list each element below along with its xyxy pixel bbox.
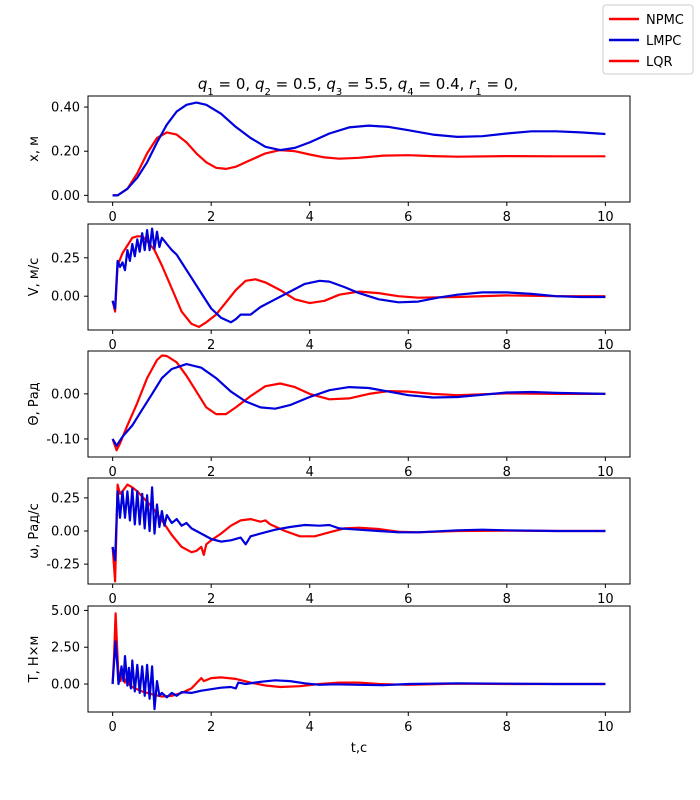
series-line-blue [111,640,606,711]
y-tick-label: -0.25 [46,558,80,573]
x-tick-label: 6 [404,465,412,480]
chart-title: q1 = 0, q2 = 0.5, q3 = 5.5, q4 = 0.4, r1… [198,75,518,98]
y-tick-label: -0.10 [46,432,80,447]
x-tick-label: 10 [597,210,614,225]
x-tick-label: 4 [306,465,314,480]
x-tick-label: 8 [503,592,511,607]
series-line-blue [112,101,606,197]
x-tick-label: 4 [306,592,314,607]
x-tick-label: 10 [597,592,614,607]
title-segment: = 0.4, [414,75,470,93]
title-segment: 4 [407,87,413,98]
title-segment: = 0, [214,75,255,93]
series-line-blue [111,363,606,447]
x-tick-label: 6 [404,720,412,735]
axes-frame [87,223,631,331]
x-tick-label: 2 [207,338,215,353]
legend: NPMC LMPC LQR [602,4,694,75]
x-tick-label: 0 [108,338,116,353]
title-segment: 3 [336,87,342,98]
y-axis-label: T, Н×м [27,636,42,684]
y-tick-label: 0.40 [51,101,80,116]
y-tick-label: 0.25 [51,251,80,266]
title-segment: = 0, [482,75,518,93]
legend-label: LQR [646,55,673,70]
x-tick-label: 0 [108,592,116,607]
title-segment: r [469,75,476,93]
x-axis-label: t,c [351,741,367,756]
x-tick-label: 8 [503,465,511,480]
x-tick-label: 2 [207,465,215,480]
y-axis-label: x, м [27,136,42,162]
axes-frame [87,605,631,713]
x-tick-label: 0 [108,465,116,480]
y-axis-label: Θ, Рад [27,382,42,425]
x-tick-label: 4 [306,338,314,353]
x-tick-label: 6 [404,210,412,225]
series-line-blue [111,486,606,562]
series-line-red [112,131,606,197]
x-tick-label: 4 [306,210,314,225]
y-axis-label: ω, Рад/с [27,503,42,558]
axes-frame [87,95,631,203]
x-tick-label: 4 [306,720,314,735]
title-segment: 1 [207,87,213,98]
title-segment: q [198,75,208,93]
title-segment: = 0.5, [271,75,327,93]
y-tick-label: 0.00 [51,189,80,204]
x-tick-label: 0 [108,210,116,225]
subplot-1: 0 2 4 6 8 10 0.00 0.20 0.40 x, м [27,95,631,225]
legend-label: LMPC [646,34,681,49]
x-tick-label: 2 [207,592,215,607]
series-line-blue [111,227,606,324]
x-tick-label: 8 [503,720,511,735]
subplot-4: 0 2 4 6 8 10 0.25 0.00 -0.25 ω, Рад/с [27,477,631,607]
subplot-2: 0 2 4 6 8 10 0.00 0.25 V, м/с [27,223,631,353]
title-segment: 1 [475,87,481,98]
title-segment: q [398,75,408,93]
x-tick-label: 6 [404,592,412,607]
x-tick-label: 8 [503,338,511,353]
x-tick-label: 2 [207,210,215,225]
title-segment: q [255,75,265,93]
x-tick-label: 6 [404,338,412,353]
y-tick-label: 2.50 [51,641,80,656]
series-line-red [111,235,606,328]
y-tick-label: 0.25 [51,491,80,506]
title-segment: q [326,75,336,93]
x-tick-label: 10 [597,720,614,735]
axes-frame [87,350,631,458]
series-line-red [111,483,606,583]
x-tick-label: 8 [503,210,511,225]
y-axis-label: V, м/с [27,258,42,297]
subplot-stack: 0 2 4 6 8 10 0.00 0.20 0.40 x, м 0 2 4 6 8 10 0.00 0.25 V,… [27,95,631,735]
y-tick-label: 0.00 [51,678,80,693]
title-segment: = 5.5, [342,75,398,93]
y-tick-label: 0.00 [51,290,80,305]
title-segment: 2 [264,87,270,98]
y-tick-label: 0.20 [51,145,80,160]
subplot-3: 0 2 4 6 8 10 0.00 -0.10 Θ, Рад [27,350,631,480]
x-tick-label: 10 [597,338,614,353]
y-tick-label: 5.00 [51,604,80,619]
series-line-red [111,354,606,452]
x-tick-label: 2 [207,720,215,735]
subplot-5: 0 2 4 6 8 10 5.00 2.50 0.00 T, Н×м [27,604,631,735]
x-tick-label: 10 [597,465,614,480]
x-tick-label: 0 [108,720,116,735]
legend-frame [602,4,694,75]
legend-label: NPMC [646,13,684,28]
y-tick-label: 0.00 [51,525,80,540]
y-tick-label: 0.00 [51,387,80,402]
